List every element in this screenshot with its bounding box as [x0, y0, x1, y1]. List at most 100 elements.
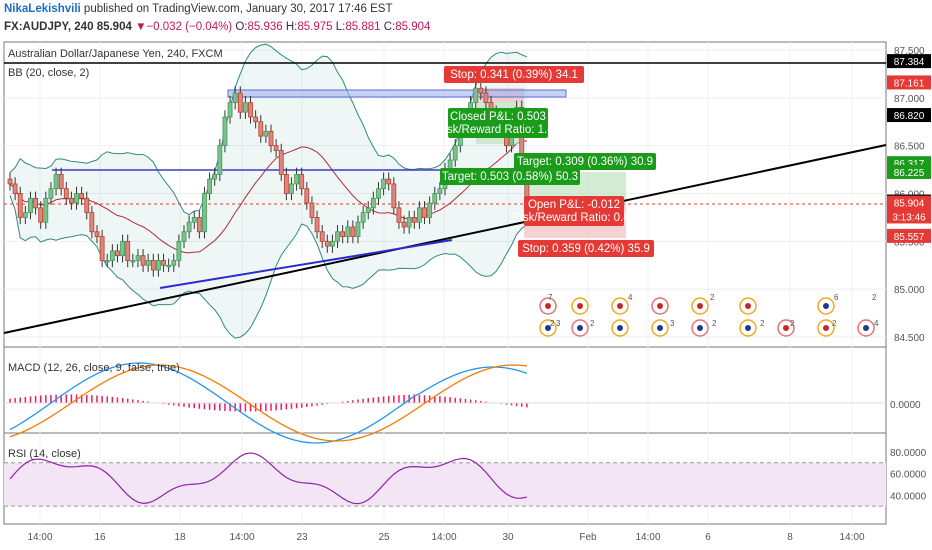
y-tick-label: 87.500 [894, 46, 925, 57]
candle-body [427, 202, 433, 218]
bollinger-upper [9, 43, 528, 216]
rsi-band [4, 462, 886, 507]
open-pl-label-text: Open P&L: -0.012 [528, 199, 620, 211]
event-flag-icon [657, 303, 663, 309]
x-tick-label: Feb [579, 532, 597, 543]
candle-body [28, 197, 33, 214]
candle-body [345, 226, 351, 237]
event-flag-icon [545, 303, 551, 309]
event-count: 2 [550, 319, 555, 328]
candle-body [309, 202, 315, 218]
event-flag-icon [783, 325, 789, 331]
resistance-zone[interactable] [227, 89, 567, 98]
candle-body [232, 92, 238, 104]
price-tag-text: 87.384 [894, 57, 925, 68]
candle-body [263, 130, 269, 137]
event-count: 2 [712, 319, 717, 328]
x-tick-label: 14:00 [839, 532, 864, 543]
trendlines [3, 62, 887, 334]
event-count: 4 [628, 293, 633, 302]
macd-title: MACD (12, 26, close, 9, false, true) [8, 362, 180, 374]
ascending-trendline[interactable] [3, 144, 887, 334]
x-tick-label: 18 [174, 532, 186, 543]
candle-body [432, 193, 438, 204]
candle-body [355, 221, 361, 237]
candle-body [7, 178, 13, 185]
event-flag-icon [577, 303, 583, 309]
close-value: 85.904 [395, 21, 431, 33]
candle-body [53, 173, 59, 190]
candle-body [299, 173, 305, 190]
author-name[interactable]: NikaLekishvili [4, 3, 81, 15]
candle-body [340, 231, 346, 237]
down-arrow-icon: ▼ [135, 21, 147, 33]
event-flag-icon [823, 303, 829, 309]
candle-body [43, 197, 49, 223]
price-tag-text: 86.317 [894, 159, 925, 170]
candle-body [166, 264, 172, 268]
candle-body [115, 250, 120, 257]
event-flag-icon [657, 325, 663, 331]
candle-body [109, 250, 115, 261]
candle-body [452, 145, 458, 161]
y-tick-label: 87.000 [894, 94, 925, 105]
support-trendline[interactable] [159, 239, 453, 289]
candle-body [48, 188, 54, 199]
candle-body [319, 231, 325, 242]
bb-indicator-title: BB (20, close, 2) [8, 67, 89, 79]
high-value: 85.975 [297, 21, 333, 33]
closed-pl-label-box [448, 108, 548, 138]
candle-body [104, 260, 110, 263]
candle-body [483, 92, 489, 104]
stop-label-2-text: Stop: 0.359 (0.42%) 35.9 [522, 243, 650, 255]
candle-body [94, 231, 100, 237]
rsi-line [9, 452, 528, 505]
candle-body [283, 173, 289, 194]
candle-body [156, 260, 161, 271]
candle-body [161, 260, 166, 266]
candle-body [324, 240, 330, 247]
main-pane-title: Australian Dollar/Japanese Yen, 240, FXC… [8, 48, 223, 60]
candle-body [191, 217, 197, 223]
candle-body [120, 240, 125, 257]
candle-body [212, 173, 218, 180]
x-tick-label: 14:00 [229, 532, 254, 543]
trade-labels: Stop: 0.341 (0.39%) 34.1 Closed P&L: 0.50… [436, 66, 656, 257]
closed-pl-label-text: Closed P&L: 0.503 [450, 111, 546, 123]
candle-body [437, 188, 443, 194]
candle-body [386, 178, 392, 185]
candle-body [376, 188, 381, 199]
event-flag-icon [745, 325, 751, 331]
candle-body [360, 212, 366, 223]
macd-signal-line [9, 364, 527, 442]
target-label-2-box [514, 153, 656, 170]
bollinger-bands [9, 43, 528, 339]
event-flag-icon [617, 325, 623, 331]
event-count: 2 [590, 319, 595, 328]
candle-body [186, 221, 192, 233]
candle-body [381, 178, 386, 190]
x-tick-label: 14:00 [635, 532, 660, 543]
price-tag-box [887, 108, 931, 123]
closed-pl-label-text: Risk/Reward Ratio: 1.48 [436, 124, 560, 136]
event-count: 7 [548, 293, 553, 302]
low-label: L: [335, 21, 346, 33]
last-price: 85.904 [96, 21, 132, 33]
event-count: 4 [874, 319, 879, 328]
price-tag-box [887, 228, 931, 243]
candle-body [268, 130, 274, 147]
candle-body [89, 212, 95, 233]
candle-body [478, 87, 484, 94]
high-label: H: [285, 21, 298, 33]
open-label: O: [235, 21, 248, 33]
open-pl-label-box [524, 196, 624, 226]
symbol-label: FX:AUDJPY, 240 [4, 21, 94, 33]
candle-body [294, 173, 299, 185]
ohlc-line: FX:AUDJPY, 240 85.904 ▼−0.032 (−0.04%) O… [4, 21, 430, 33]
candle-body [330, 240, 335, 247]
candle-body [370, 197, 376, 209]
price-tag-box [887, 75, 931, 90]
bollinger-fill [10, 44, 527, 339]
event-flag-icon [697, 303, 703, 309]
